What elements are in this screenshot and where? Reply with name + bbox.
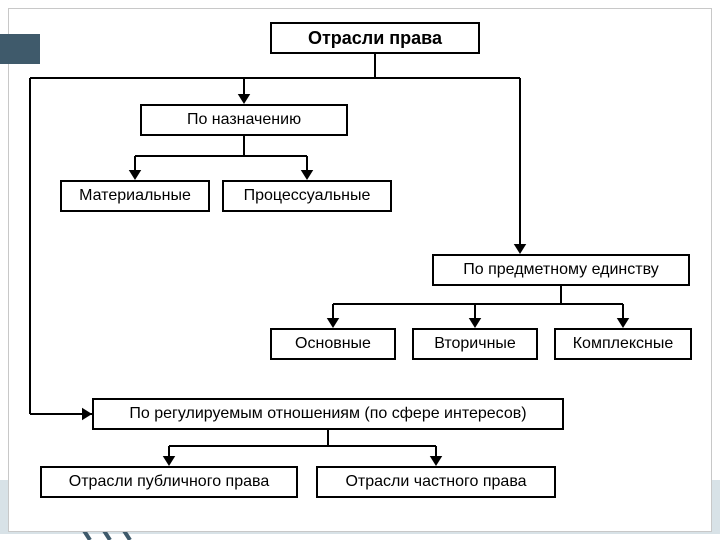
node-root: Отрасли права [270, 22, 480, 54]
node-root-label: Отрасли права [308, 28, 442, 49]
node-by-rel: По регулируемым отношениям (по сфере инт… [92, 398, 564, 430]
accent-tab [0, 34, 40, 64]
node-by-unity-label: По предметному единству [463, 261, 658, 279]
node-secondary-label: Вторичные [434, 335, 516, 353]
node-procedural: Процессуальные [222, 180, 392, 212]
node-secondary: Вторичные [412, 328, 538, 360]
node-basic-label: Основные [295, 335, 371, 353]
node-public: Отрасли публичного права [40, 466, 298, 498]
node-by-purpose-label: По назначению [187, 111, 301, 129]
node-private-label: Отрасли частного права [345, 473, 526, 491]
node-private: Отрасли частного права [316, 466, 556, 498]
node-complex-label: Комплексные [573, 335, 674, 353]
node-by-purpose: По назначению [140, 104, 348, 136]
node-basic: Основные [270, 328, 396, 360]
node-public-label: Отрасли публичного права [69, 473, 269, 491]
node-by-unity: По предметному единству [432, 254, 690, 286]
node-material: Материальные [60, 180, 210, 212]
node-by-rel-label: По регулируемым отношениям (по сфере инт… [129, 405, 526, 423]
node-procedural-label: Процессуальные [244, 187, 371, 205]
node-material-label: Материальные [79, 187, 191, 205]
node-complex: Комплексные [554, 328, 692, 360]
